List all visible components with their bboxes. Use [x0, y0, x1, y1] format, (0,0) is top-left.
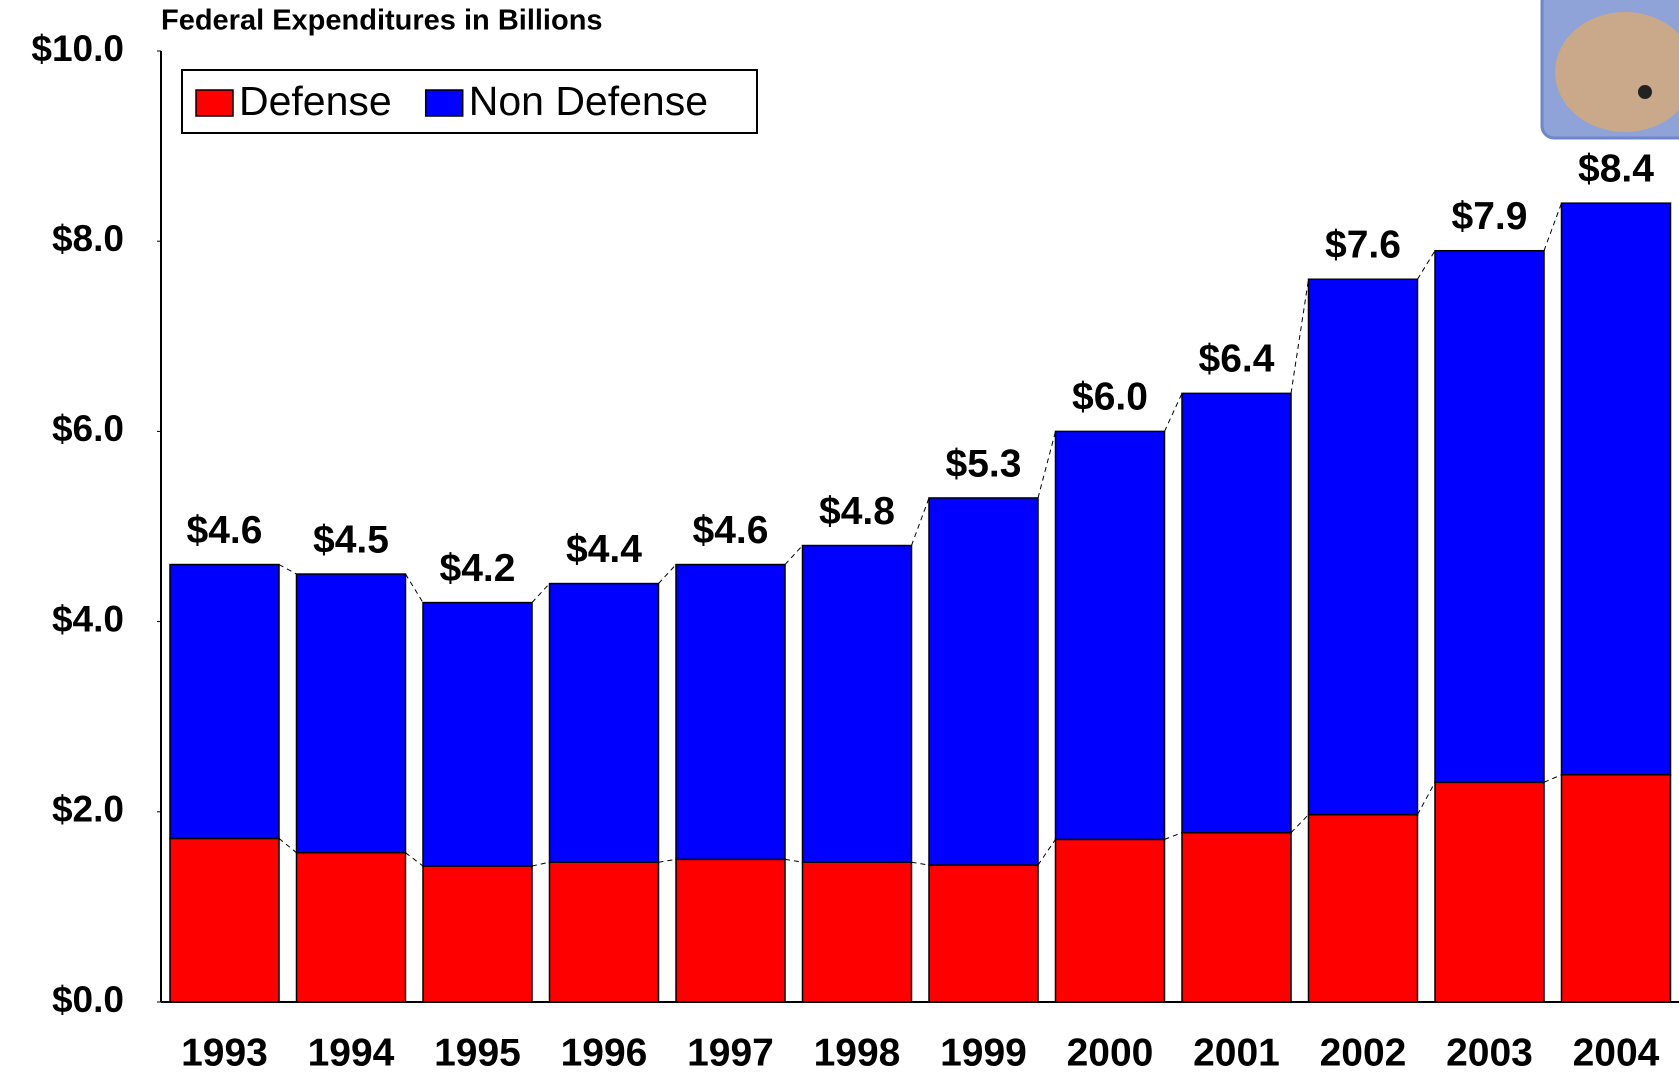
x-tick-label: 1997 [687, 1031, 774, 1074]
x-tick-label: 1994 [308, 1031, 395, 1074]
series-line [1164, 393, 1183, 432]
data-label: $8.4 [1578, 147, 1654, 190]
series-line [911, 861, 930, 866]
series-line [658, 858, 677, 863]
bar-segment [675, 563, 786, 861]
bar-segment [422, 865, 533, 1003]
y-tick-label: $0.0 [52, 979, 124, 1020]
data-label: $6.0 [1072, 376, 1148, 419]
data-label: $4.2 [440, 547, 516, 590]
bar-segment [295, 851, 407, 1003]
series-line [531, 583, 550, 603]
data-label: $5.3 [946, 442, 1022, 485]
y-tick-label: $8.0 [52, 218, 124, 259]
series-line [531, 861, 550, 867]
data-label: $7.9 [1452, 195, 1528, 238]
data-label: $4.6 [693, 509, 769, 552]
x-tick-label: 1995 [434, 1031, 521, 1074]
series-line [1543, 202, 1562, 251]
series-line [784, 545, 803, 565]
bar-segment [548, 582, 660, 863]
bar-segment [548, 861, 660, 1003]
legend-label: Non Defense [469, 78, 708, 124]
bar-segment [928, 497, 1039, 866]
data-label: $4.8 [819, 490, 895, 533]
series-line [1037, 839, 1056, 866]
series-line [405, 852, 424, 867]
bar-segment [1560, 773, 1672, 1003]
bar-segment [169, 837, 280, 1003]
bar-segment [675, 858, 786, 1003]
series-line [658, 564, 677, 584]
corner-icon [1540, 0, 1679, 140]
bar-segment [928, 864, 1039, 1003]
bar-segment [1307, 813, 1419, 1003]
legend-label: Defense [239, 78, 392, 124]
bar-segment [422, 601, 533, 867]
x-tick-label: 2003 [1446, 1031, 1533, 1074]
series-line [1543, 774, 1562, 783]
legend-box [181, 69, 758, 134]
series-line [1037, 431, 1056, 499]
data-label: $6.4 [1199, 338, 1275, 381]
x-tick-label: 2002 [1320, 1031, 1407, 1074]
data-label: $7.6 [1325, 224, 1401, 267]
data-label: $4.4 [566, 528, 642, 571]
series-line [278, 564, 297, 575]
bar-segment [1434, 781, 1545, 1003]
x-tick-label: 1996 [561, 1031, 648, 1074]
legend-swatch [424, 89, 464, 117]
y-tick-label: $2.0 [52, 789, 124, 830]
y-tick-label: $10.0 [31, 28, 124, 69]
bar-segment [1181, 831, 1292, 1003]
series-line [1290, 814, 1309, 834]
y-tick-label: $6.0 [52, 408, 124, 449]
series-line [1417, 782, 1436, 815]
legend-swatch [195, 89, 234, 117]
x-tick-label: 1999 [940, 1031, 1027, 1074]
bar-segment [169, 563, 280, 840]
series-line [1290, 279, 1309, 394]
series-line [911, 497, 930, 546]
series-line [1417, 250, 1436, 280]
bar-segment [801, 861, 913, 1003]
bar-segment [1054, 838, 1166, 1003]
bar-segment [1307, 278, 1419, 816]
series-line [405, 573, 424, 603]
data-label: $4.6 [187, 509, 263, 552]
x-tick-label: 1993 [181, 1031, 268, 1074]
series-line [1164, 832, 1183, 840]
x-tick-label: 1998 [814, 1031, 901, 1074]
bar-segment [1181, 392, 1292, 834]
x-tick-label: 2000 [1067, 1031, 1154, 1074]
legend: Defense Non Defense [181, 69, 758, 134]
x-tick-label: 2004 [1573, 1031, 1660, 1074]
bar-segment [1434, 249, 1545, 784]
x-tick-label: 2001 [1193, 1031, 1280, 1074]
data-label: $4.5 [313, 518, 389, 561]
series-line [278, 838, 297, 854]
chart-title: Federal Expenditures in Billions [161, 5, 603, 37]
series-line [784, 858, 803, 863]
bar-segment [1054, 430, 1166, 841]
y-tick-label: $4.0 [52, 598, 124, 639]
bar-segment [295, 573, 407, 854]
bar-segment [801, 544, 913, 863]
bar-segment [1560, 202, 1672, 776]
